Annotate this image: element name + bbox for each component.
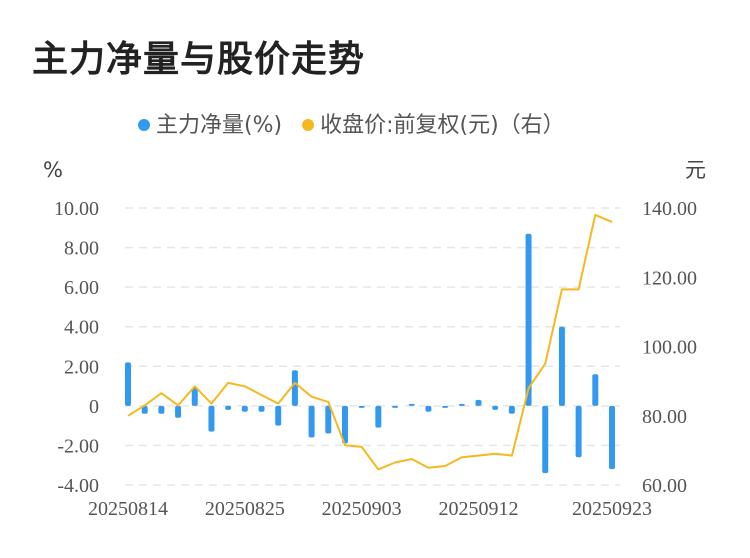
- x-axis-ticks: 20250814 20250825 20250903 20250912 20250923: [88, 498, 652, 520]
- legend-label-close-price: 收盘价:前复权(元)（右）: [320, 113, 565, 138]
- net-flow-bar: [609, 405, 615, 470]
- right-tick-label: 60.00: [642, 475, 687, 497]
- right-tick-label: 100.00: [642, 337, 697, 359]
- net-flow-bar: [291, 370, 298, 406]
- left-tick-label: 2.00: [64, 356, 99, 378]
- x-tick-label: 20250814: [88, 498, 168, 520]
- left-tick-label: -2.00: [57, 435, 99, 457]
- net-flow-bar: [308, 405, 315, 438]
- net-flow-bar: [592, 374, 599, 406]
- net-flow-bar: [542, 405, 549, 474]
- x-tick-label: 20250923: [572, 498, 652, 520]
- legend-marker-close-price: [302, 119, 315, 131]
- net-flow-bars: [125, 233, 615, 474]
- net-flow-bar: [558, 326, 565, 406]
- left-tick-label: 10.00: [54, 198, 99, 220]
- net-flow-bar: [575, 405, 582, 458]
- net-flow-bar: [442, 405, 449, 408]
- left-axis-ticks: 10.00 8.00 6.00 4.00 2.00 0 -2.00 -4.00: [54, 198, 99, 497]
- close-price-line-group: [127, 213, 613, 471]
- net-flow-bar: [375, 405, 382, 428]
- net-flow-bar: [275, 405, 282, 426]
- net-flow-bar: [225, 405, 232, 410]
- net-flow-bar: [508, 405, 515, 414]
- net-flow-bar: [191, 388, 198, 406]
- right-tick-label: 80.00: [642, 406, 687, 428]
- left-tick-label: 0: [89, 396, 99, 418]
- legend-label-net-flow: 主力净量(%): [156, 113, 282, 138]
- net-flow-bar: [158, 405, 165, 414]
- legend: 主力净量(%) 收盘价:前复权(元)（右）: [138, 113, 565, 138]
- net-flow-bar: [125, 362, 131, 406]
- x-tick-label: 20250903: [322, 498, 402, 520]
- legend-marker-net-flow: [138, 119, 150, 131]
- left-tick-label: 4.00: [64, 317, 99, 339]
- net-flow-bar: [258, 405, 265, 412]
- left-tick-label: -4.00: [57, 475, 99, 497]
- net-flow-bar: [492, 405, 499, 410]
- net-flow-bar: [175, 405, 182, 418]
- net-flow-bar: [341, 405, 348, 444]
- net-flow-bar: [458, 403, 465, 406]
- x-tick-label: 20250912: [438, 498, 518, 520]
- net-flow-bar: [358, 405, 365, 408]
- left-tick-label: 8.00: [64, 238, 99, 260]
- net-flow-bar: [475, 399, 482, 406]
- net-flow-bar: [208, 405, 215, 432]
- net-flow-bar: [525, 233, 532, 406]
- net-flow-bar: [241, 405, 248, 412]
- net-flow-bar: [325, 405, 332, 434]
- right-tick-label: 140.00: [642, 198, 697, 220]
- left-tick-label: 6.00: [64, 277, 99, 299]
- close-price-line: [127, 213, 613, 471]
- x-tick-label: 20250825: [205, 498, 285, 520]
- right-axis-unit: 元: [685, 158, 706, 182]
- right-tick-label: 120.00: [642, 267, 697, 289]
- net-flow-bar: [141, 405, 148, 414]
- net-flow-bar: [425, 405, 432, 412]
- right-axis-ticks: 140.00 120.00 100.00 80.00 60.00: [642, 198, 697, 497]
- grid-lines: [125, 207, 620, 486]
- left-axis-unit: %: [43, 158, 63, 182]
- net-flow-bar: [408, 403, 415, 406]
- net-flow-bar: [392, 405, 399, 408]
- chart-title: 主力净量与股价走势: [32, 39, 366, 80]
